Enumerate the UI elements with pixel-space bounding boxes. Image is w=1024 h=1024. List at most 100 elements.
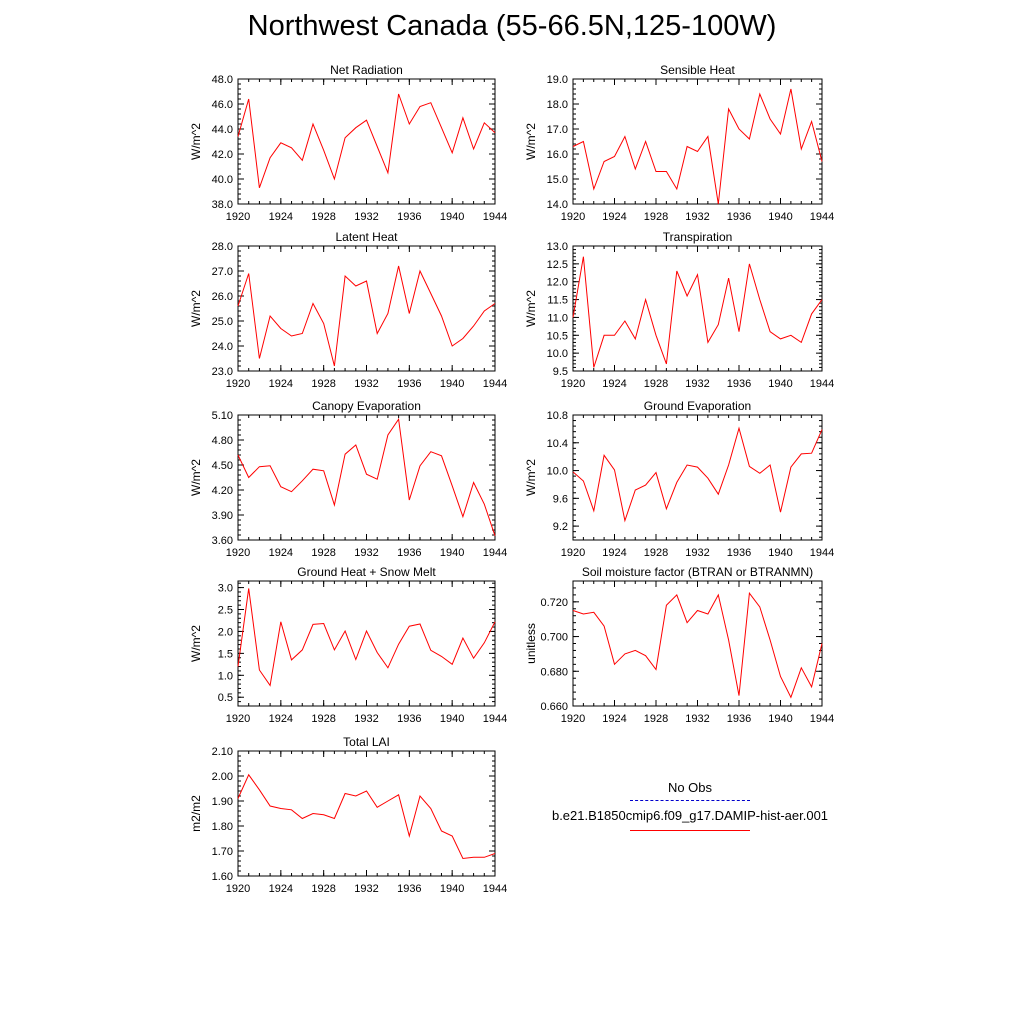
x-tick-label: 1940 [768, 547, 792, 559]
plot-frame [572, 245, 823, 372]
y-axis-label: W/m^2 [524, 290, 538, 327]
y-tick-label: 0.5 [218, 692, 233, 704]
x-tick-label: 1928 [644, 378, 668, 390]
legend-label-obs: No Obs [667, 780, 713, 795]
x-tick-label: 1924 [602, 211, 626, 223]
y-tick-label: 10.0 [547, 466, 568, 478]
chart-panel-0: 1920 1924 1928 1932 1936 1940 1944 38.0 40.0 42.0… [189, 63, 507, 223]
x-tick-label: 1920 [226, 883, 250, 895]
series-line [572, 591, 823, 699]
x-tick-label: 1924 [269, 378, 293, 390]
y-tick-label: 18.0 [547, 99, 568, 111]
y-tick-label: 13.0 [547, 241, 568, 253]
panel-title: Total LAI [343, 735, 390, 749]
legend-line-obs [630, 800, 750, 801]
y-tick-label: 0.700 [540, 632, 568, 644]
y-tick-label: 24.0 [212, 341, 233, 353]
chart-panel-3: 1920 1924 1928 1932 1936 1940 1944 9.5 10.0 10.5 1… [524, 230, 834, 390]
y-tick-label: 0.660 [540, 701, 568, 713]
x-tick-label: 1936 [727, 211, 751, 223]
series-line [572, 88, 823, 205]
y-tick-label: 2.10 [212, 746, 233, 758]
x-tick-label: 1920 [561, 378, 585, 390]
x-tick-label: 1932 [354, 547, 378, 559]
y-tick-label: 38.0 [212, 199, 233, 211]
chart-panel-5: 1920 1924 1928 1932 1936 1940 1944 9.2 9.6 10.0 10… [524, 399, 834, 559]
x-tick-label: 1940 [440, 883, 464, 895]
x-tick-label: 1940 [768, 211, 792, 223]
chart-panel-8: 1920 1924 1928 1932 1936 1940 1944 1.60 1.70 1.80… [189, 735, 507, 895]
chart-panel-6: 1920 1924 1928 1932 1936 1940 1944 0.5 1.0 1.5 2.0… [189, 565, 507, 725]
x-tick-label: 1944 [483, 713, 507, 725]
y-tick-label: 14.0 [547, 199, 568, 211]
panel-title: Sensible Heat [660, 63, 735, 77]
chart-panel-7: 1920 1924 1928 1932 1936 1940 1944 0.660 0.680 0.… [524, 565, 834, 725]
x-tick-label: 1932 [685, 713, 709, 725]
x-tick-label: 1936 [727, 713, 751, 725]
x-tick-label: 1928 [311, 211, 335, 223]
y-tick-label: 10.5 [547, 330, 568, 342]
y-tick-label: 16.0 [547, 149, 568, 161]
x-tick-label: 1944 [810, 378, 834, 390]
y-axis-label: W/m^2 [189, 123, 203, 160]
x-tick-label: 1932 [685, 547, 709, 559]
y-tick-label: 12.0 [547, 277, 568, 289]
series-line [237, 93, 496, 188]
x-tick-label: 1928 [644, 211, 668, 223]
x-tick-label: 1924 [269, 211, 293, 223]
x-tick-label: 1944 [483, 378, 507, 390]
x-tick-label: 1932 [354, 378, 378, 390]
y-tick-label: 1.60 [212, 871, 233, 883]
x-tick-label: 1944 [483, 547, 507, 559]
x-tick-label: 1944 [483, 211, 507, 223]
panel-title: Latent Heat [335, 230, 398, 244]
x-tick-label: 1944 [810, 547, 834, 559]
y-tick-label: 3.0 [218, 583, 233, 595]
x-tick-label: 1924 [602, 547, 626, 559]
y-tick-label: 1.70 [212, 846, 233, 858]
x-tick-label: 1940 [768, 713, 792, 725]
x-tick-label: 1928 [311, 547, 335, 559]
legend-line-model [630, 830, 750, 831]
y-tick-label: 3.90 [212, 510, 233, 522]
panel-title: Transpiration [663, 230, 733, 244]
x-tick-label: 1936 [397, 713, 421, 725]
y-tick-label: 12.5 [547, 259, 568, 271]
x-tick-label: 1936 [727, 547, 751, 559]
x-tick-label: 1920 [561, 211, 585, 223]
series-line [572, 256, 823, 368]
chart-panel-4: 1920 1924 1928 1932 1936 1940 1944 3.60 3.90 4.20… [189, 399, 507, 559]
x-tick-label: 1920 [561, 713, 585, 725]
x-tick-label: 1924 [269, 547, 293, 559]
x-tick-label: 1932 [354, 713, 378, 725]
x-tick-label: 1920 [226, 547, 250, 559]
x-tick-label: 1944 [810, 713, 834, 725]
y-tick-label: 10.4 [547, 438, 568, 450]
x-tick-label: 1940 [440, 547, 464, 559]
chart-panel-2: 1920 1924 1928 1932 1936 1940 1944 23.0 24.0 25.0… [189, 230, 507, 390]
y-axis-label: m2/m2 [189, 795, 203, 832]
plot-frame [572, 580, 823, 707]
x-tick-label: 1932 [685, 211, 709, 223]
x-tick-label: 1924 [602, 378, 626, 390]
y-tick-label: 26.0 [212, 291, 233, 303]
x-tick-label: 1944 [810, 211, 834, 223]
y-tick-label: 23.0 [212, 366, 233, 378]
x-tick-label: 1936 [397, 883, 421, 895]
x-tick-label: 1920 [226, 713, 250, 725]
y-tick-label: 19.0 [547, 74, 568, 86]
y-tick-label: 0.720 [540, 597, 568, 609]
y-axis-label: W/m^2 [524, 459, 538, 496]
x-tick-label: 1936 [727, 378, 751, 390]
y-tick-label: 28.0 [212, 241, 233, 253]
y-tick-label: 48.0 [212, 74, 233, 86]
x-tick-label: 1932 [354, 211, 378, 223]
figure-title: Northwest Canada (55-66.5N,125-100W) [247, 10, 777, 42]
y-tick-label: 40.0 [212, 174, 233, 186]
y-tick-label: 9.2 [553, 521, 568, 533]
y-tick-label: 1.90 [212, 796, 233, 808]
y-axis-label: W/m^2 [189, 625, 203, 662]
x-tick-label: 1924 [269, 883, 293, 895]
y-tick-label: 27.0 [212, 266, 233, 278]
x-tick-label: 1940 [440, 378, 464, 390]
